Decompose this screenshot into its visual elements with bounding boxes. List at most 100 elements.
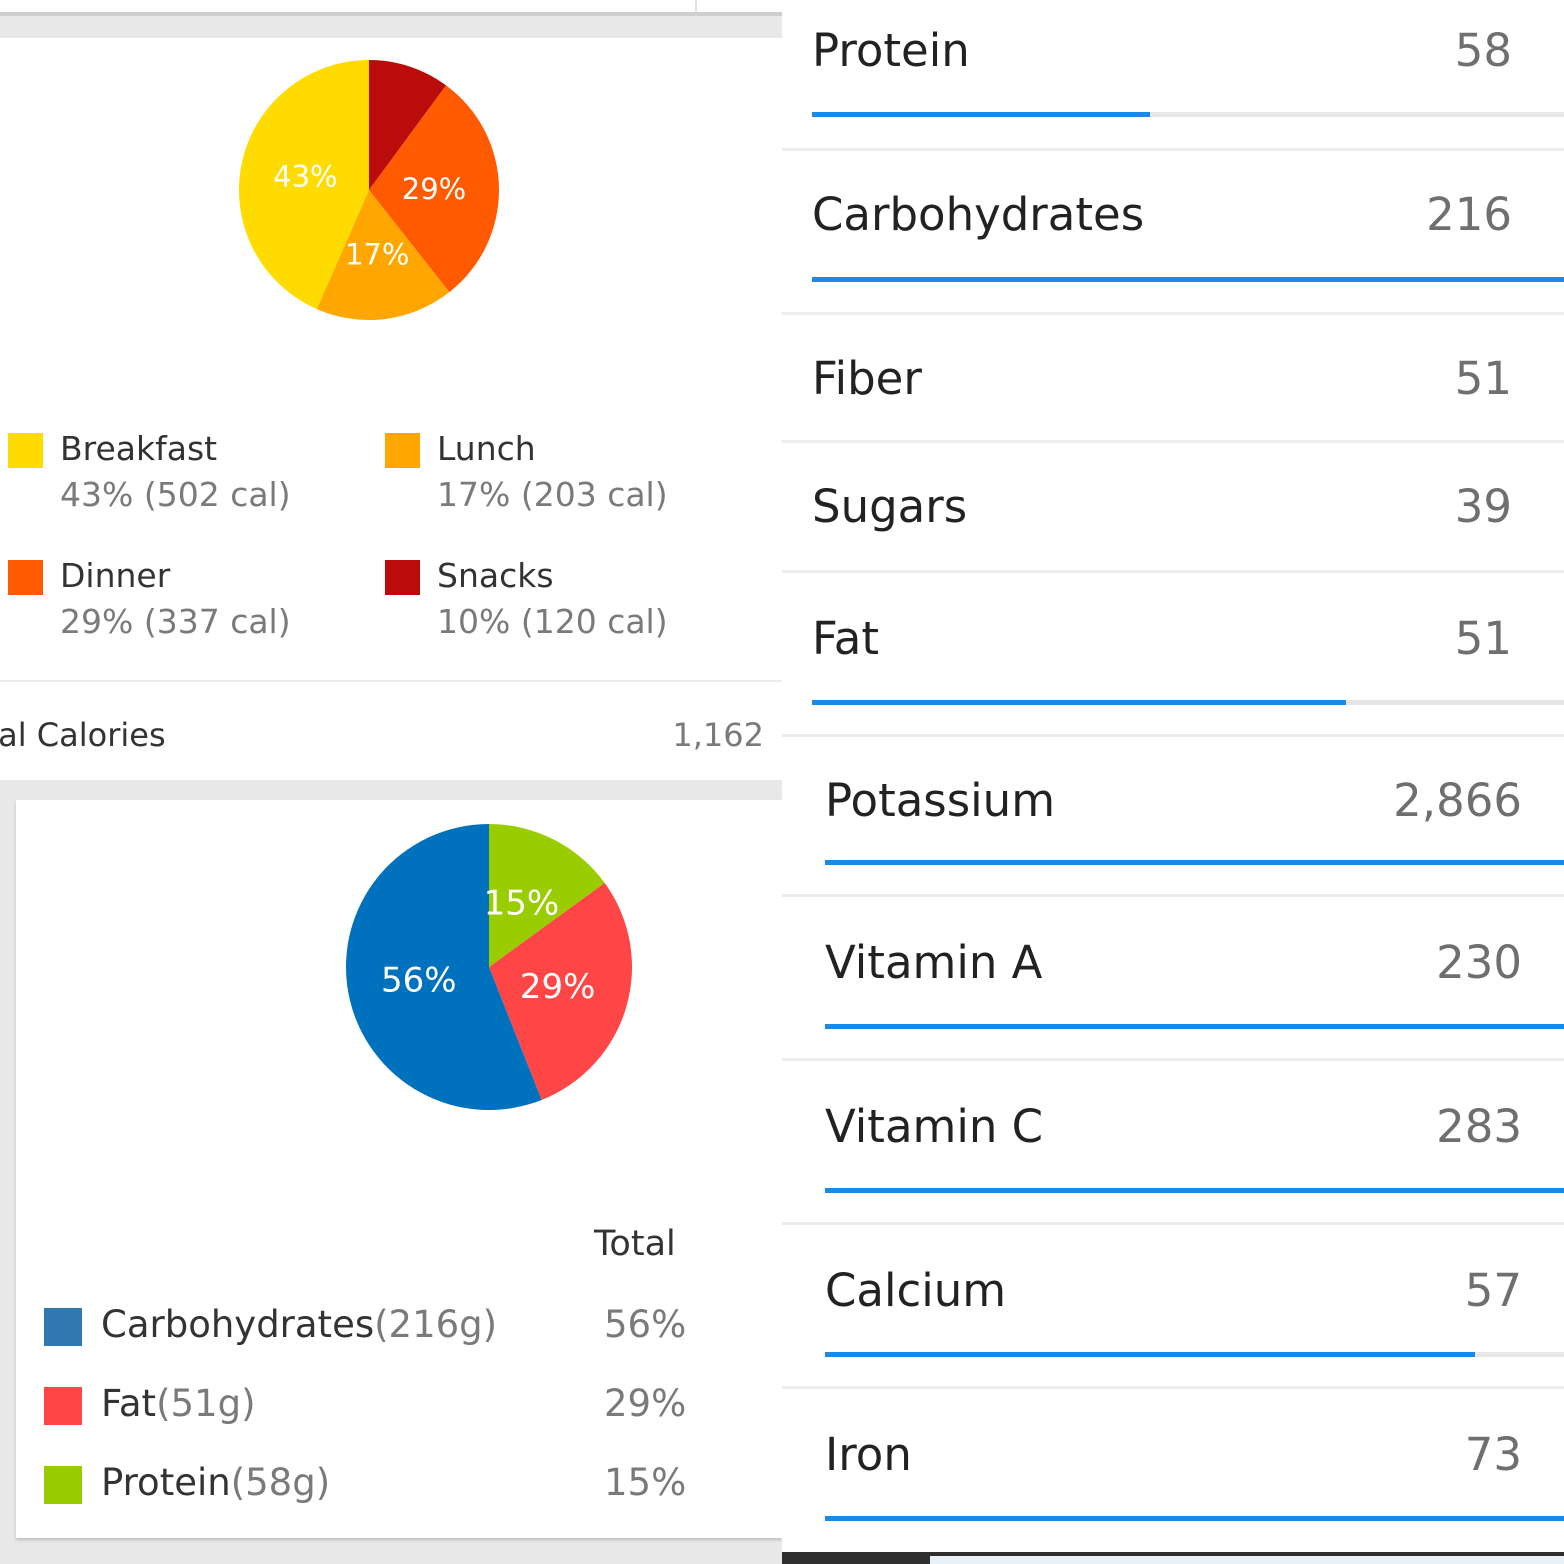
macro-grams: (216g) bbox=[374, 1303, 498, 1346]
legend-swatch-breakfast bbox=[8, 433, 43, 468]
meal-slice-snacks bbox=[369, 60, 447, 190]
previous-card-edge bbox=[0, 0, 782, 12]
nutrient-value: 39 bbox=[1454, 480, 1512, 533]
nutrient-label: Protein bbox=[812, 24, 970, 77]
meal-slice-label-dinner: 29% bbox=[402, 172, 466, 206]
nutrient-value: 58 bbox=[1454, 24, 1512, 77]
macro-grams: (58g) bbox=[230, 1461, 331, 1504]
card-shadow bbox=[0, 12, 782, 16]
macro-percent: 56% bbox=[604, 1303, 687, 1346]
macro-name-text: Protein bbox=[101, 1461, 231, 1504]
row-separator bbox=[782, 1222, 1564, 1225]
macro-grams: (51g) bbox=[156, 1382, 256, 1425]
legend-detail: 29% (337 cal) bbox=[60, 602, 291, 641]
nutrient-progress-track bbox=[812, 112, 1564, 117]
nutrient-row-fiber[interactable]: Fiber 51 bbox=[782, 314, 1564, 442]
macro-row-carbohydrates: Carbohydrates(216g) 56% bbox=[44, 1303, 764, 1346]
nutrient-row-carbohydrates[interactable]: Carbohydrates 216 bbox=[782, 150, 1564, 314]
nutrient-value: 216 bbox=[1426, 188, 1512, 241]
macro-slice-fat bbox=[489, 882, 632, 1100]
nutrient-label: Carbohydrates bbox=[812, 188, 1145, 241]
macro-name: Fat(51g) bbox=[101, 1382, 256, 1425]
nutrient-row-potassium[interactable]: Potassium 2,866 bbox=[782, 736, 1564, 896]
nutrient-progress-fill bbox=[825, 1188, 1564, 1193]
row-separator bbox=[782, 312, 1564, 315]
total-calories-value: 1,162 bbox=[672, 716, 764, 754]
macro-row-fat: Fat(51g) 29% bbox=[44, 1382, 764, 1425]
calories-by-meal-card: 29% 17% 43% Breakfast 43% (502 cal) Lunch … bbox=[0, 38, 782, 780]
legend-detail: 10% (120 cal) bbox=[437, 602, 668, 641]
nutrient-row-protein[interactable]: Protein 58 bbox=[782, 0, 1564, 150]
nutrient-label: Potassium bbox=[825, 774, 1056, 827]
macro-row-protein: Protein(58g) 15% bbox=[44, 1461, 764, 1504]
nutrient-progress-fill bbox=[825, 860, 1564, 865]
row-separator bbox=[782, 570, 1564, 573]
bottom-navigation-highlight bbox=[930, 1556, 1564, 1564]
total-calories-label: otal Calories bbox=[0, 716, 166, 754]
nutrient-progress-track bbox=[825, 1352, 1564, 1357]
row-separator bbox=[782, 1058, 1564, 1061]
legend-swatch-dinner bbox=[8, 560, 43, 595]
nutrient-row-iron[interactable]: Iron 73 bbox=[782, 1388, 1564, 1552]
macro-percent: 29% bbox=[604, 1382, 687, 1425]
nutrient-row-fat[interactable]: Fat 51 bbox=[782, 572, 1564, 736]
macro-slice-protein bbox=[489, 824, 605, 967]
nutrient-row-vitamin-a[interactable]: Vitamin A 230 bbox=[782, 896, 1564, 1060]
legend-name: Dinner bbox=[60, 556, 171, 595]
total-column-header: Total bbox=[594, 1224, 676, 1264]
macro-slice-label-protein: 15% bbox=[484, 883, 560, 923]
nutrient-label: Calcium bbox=[825, 1264, 1007, 1317]
macro-swatch-carbohydrates bbox=[44, 1308, 82, 1346]
nutrient-value: 73 bbox=[1464, 1428, 1522, 1481]
row-separator bbox=[782, 734, 1564, 737]
meal-pie-chart: 29% 17% 43% bbox=[239, 60, 499, 320]
left-panel: 29% 17% 43% Breakfast 43% (502 cal) Lunch … bbox=[0, 0, 782, 1564]
nutrient-progress-fill bbox=[812, 700, 1346, 705]
legend-swatch-snacks bbox=[385, 560, 420, 595]
nutrient-progress-track bbox=[825, 860, 1564, 865]
nutrient-progress-track bbox=[812, 277, 1564, 282]
nutrient-progress-track bbox=[812, 700, 1564, 705]
meal-slice-breakfast bbox=[239, 60, 369, 310]
nutrient-row-calcium[interactable]: Calcium 57 bbox=[782, 1224, 1564, 1388]
nutrient-label: Fat bbox=[812, 612, 879, 665]
nutrient-value: 57 bbox=[1464, 1264, 1522, 1317]
nutrient-progress-fill bbox=[812, 277, 1564, 282]
nutrient-row-vitamin-c[interactable]: Vitamin C 283 bbox=[782, 1060, 1564, 1224]
divider bbox=[0, 680, 782, 682]
macro-name: Protein(58g) bbox=[101, 1461, 330, 1504]
nutrient-value: 2,866 bbox=[1393, 774, 1522, 827]
legend-detail: 43% (502 cal) bbox=[60, 475, 291, 514]
macronutrients-card: 15% 29% 56% Total Carbohydrates(216g) 56% … bbox=[16, 800, 782, 1538]
macro-percent: 15% bbox=[604, 1461, 687, 1504]
nutrient-progress-track bbox=[825, 1188, 1564, 1193]
macro-slice-label-fat: 29% bbox=[520, 967, 596, 1007]
nutrient-progress-fill bbox=[812, 112, 1151, 117]
macro-pie-chart: 15% 29% 56% bbox=[346, 824, 632, 1110]
nutrient-label: Vitamin C bbox=[825, 1100, 1044, 1153]
nutrient-label: Iron bbox=[825, 1428, 912, 1481]
macro-name-text: Carbohydrates bbox=[101, 1303, 375, 1346]
meal-slice-label-breakfast: 43% bbox=[273, 160, 337, 194]
nutrient-progress-fill bbox=[825, 1352, 1476, 1357]
nutrient-value: 230 bbox=[1436, 936, 1522, 989]
row-separator bbox=[782, 894, 1564, 897]
nutrient-row-sugars[interactable]: Sugars 39 bbox=[782, 442, 1564, 570]
nutrient-progress-fill bbox=[825, 1024, 1564, 1029]
row-separator bbox=[782, 1386, 1564, 1389]
macro-swatch-protein bbox=[44, 1466, 82, 1504]
nutrient-label: Vitamin A bbox=[825, 936, 1043, 989]
nutrient-value: 283 bbox=[1436, 1100, 1522, 1153]
nutrient-progress-track bbox=[825, 1024, 1564, 1029]
legend-name: Lunch bbox=[437, 429, 536, 468]
nutrient-progress-fill bbox=[825, 1516, 1564, 1521]
nutrient-label: Fiber bbox=[812, 352, 922, 405]
nutrients-panel: Protein 58 Carbohydrates 216 Fiber 51 Su… bbox=[782, 0, 1564, 1564]
meal-slice-lunch bbox=[316, 190, 450, 320]
legend-name: Snacks bbox=[437, 556, 554, 595]
macro-swatch-fat bbox=[44, 1387, 82, 1425]
column-divider bbox=[695, 0, 697, 12]
macro-slice-carbohydrates bbox=[346, 824, 542, 1110]
row-separator bbox=[782, 148, 1564, 151]
meal-slice-label-lunch: 17% bbox=[345, 237, 409, 271]
